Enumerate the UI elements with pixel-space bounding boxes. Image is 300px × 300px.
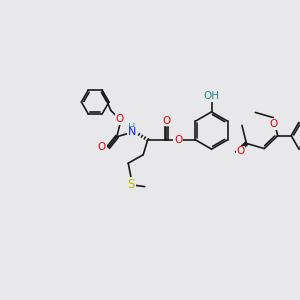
Text: O: O [269,119,278,129]
Text: H: H [128,123,136,133]
Text: O: O [98,142,106,152]
Text: S: S [128,178,135,191]
Text: N: N [128,127,136,137]
Text: O: O [162,116,170,126]
Text: O: O [174,135,182,145]
Text: OH: OH [203,91,220,101]
Text: O: O [116,114,124,124]
Text: O: O [236,146,245,156]
